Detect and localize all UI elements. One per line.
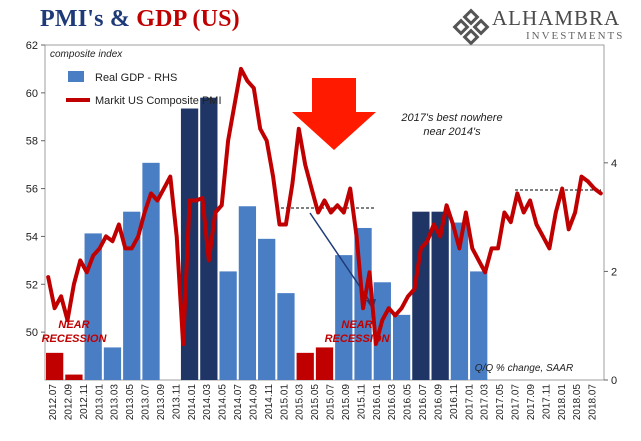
x-axis-tick-label: 2013.05 [125,384,136,421]
near-recession-label-2: RECESSION [325,333,391,345]
gdp-bar [103,347,122,380]
gdp-bar [470,271,488,380]
right-axis-tick-label: 0 [611,375,617,387]
gdp-bar [65,374,83,380]
x-axis-tick-label: 2012.07 [48,384,59,421]
logo-name: ALHAMBRA [492,6,621,30]
x-axis-tick-label: 2015.01 [279,384,290,421]
x-axis-tick-label: 2013.11 [171,384,182,420]
left-axis-tick-label: 56 [26,184,38,196]
x-axis-tick-label: 2015.03 [295,384,306,421]
x-axis-tick-label: 2015.05 [310,384,321,421]
alhambra-star-icon [452,8,490,46]
x-axis-tick-label: 2013.07 [141,384,152,421]
left-axis-tick-label: 52 [26,279,38,291]
gdp-bar [450,222,469,380]
x-axis-tick-label: 2018.05 [572,384,583,421]
gdp-bar [296,352,314,380]
x-axis-tick-label: 2012.11 [79,384,90,420]
gdp-bar [277,293,295,380]
x-axis-tick-label: 2016.03 [387,384,398,421]
title-part-2: GDP (US) [136,6,240,32]
x-axis-tick-label: 2016.09 [433,384,444,421]
left-axis-tick-label: 62 [26,40,38,52]
x-axis-tick-label: 2016.07 [418,384,429,421]
x-axis-tick-label: 2014.07 [233,384,244,421]
x-axis-tick-label: 2014.09 [248,384,259,421]
x-axis-tick-label: 2014.11 [264,384,275,420]
gdp-bar [142,162,160,380]
right-axis-tick-label: 2 [611,266,617,278]
x-axis-tick-label: 2013.01 [94,384,105,421]
chart-title: PMI's & GDP (US) [40,6,240,33]
gdp-bar [315,347,334,380]
gdp-bars [46,97,488,381]
legend-swatch-gdp [68,71,84,82]
near-recession-label-1: RECESSION [42,333,108,345]
gdp-bar [431,211,449,380]
comment-line-2: near 2014's [423,126,481,138]
comment-line-1: 2017's best nowhere [400,112,502,124]
x-axis-tick-label: 2015.11 [356,384,367,420]
x-axis-tick-label: 2018.07 [588,384,599,421]
gdp-bar [219,271,237,380]
gdp-bar [200,97,218,380]
pmi-line-layer [46,66,603,347]
alhambra-logo: ALHAMBRA INVESTMENTS [452,4,637,48]
left-axis-tick-label: 60 [26,88,38,100]
left-axis-tick-label: 50 [26,327,38,339]
x-axis-tick-label: 2017.11 [541,384,552,420]
x-axis-tick-label: 2017.05 [495,384,506,421]
pmi-line [46,66,603,347]
x-axis-tick-label: 2016.11 [449,384,460,420]
left-axis-tick-label: 54 [26,231,38,243]
x-axis-tick-label: 2017.07 [511,384,522,421]
x-axis-tick-label: 2014.05 [218,384,229,421]
down-arrow-shape [292,78,376,150]
logo-subtitle: INVESTMENTS [526,30,625,42]
legend: Real GDP - RHS Markit US Composite PMI [66,71,222,107]
gdp-bar [335,255,353,380]
x-axis-tick-label: 2017.03 [480,384,491,421]
x-axis-tick-label: 2017.09 [526,384,537,421]
x-axis-tick-label: 2014.03 [202,384,213,421]
title-part-1: PMI's & [40,6,137,32]
gdp-bar [123,211,141,380]
x-axis-tick-label: 2015.07 [326,384,337,421]
x-axis-tick-label: 2012.09 [63,384,74,421]
gdp-bar [258,238,276,380]
legend-label-gdp: Real GDP - RHS [95,72,177,84]
right-axis-tick-label: 4 [611,158,617,170]
x-axis-tick-label: 2014.01 [187,384,198,421]
x-axis-note: Q/Q % change, SAAR [475,363,573,374]
gdp-bar [392,314,411,380]
gdp-bar [238,206,257,380]
left-axis-tick-label: 58 [26,136,38,148]
x-axis-tick-label: 2016.05 [403,384,414,421]
near-recession-label-2: NEAR [341,319,372,331]
gdp-bar [46,352,64,380]
legend-label-pmi: Markit US Composite PMI [95,95,222,107]
near-recession-label-1: NEAR [58,319,89,331]
x-axis-tick-label: 2016.01 [372,384,383,421]
gdp-bar [412,211,430,380]
x-axis-tick-label: 2013.03 [110,384,121,421]
x-axis-tick-label: 2013.09 [156,384,167,421]
gdp-bar [373,282,391,380]
x-axis-tick-label: 2015.09 [341,384,352,421]
left-axis-title: composite index [50,49,123,60]
axes: 50 52 54 56 58 60 62 0 2 4 composite index 2012.07 2… [26,40,617,420]
x-axis-tick-label: 2017.01 [464,384,475,421]
x-axis-tick-label: 2018.01 [557,384,568,421]
